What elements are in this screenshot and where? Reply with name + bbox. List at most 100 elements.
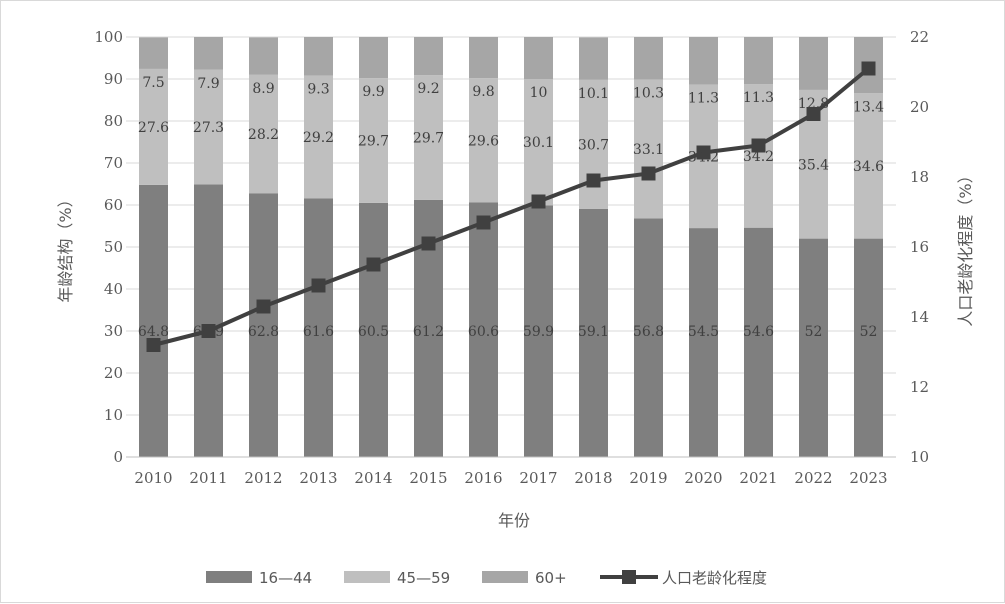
data-label: 52 [805, 324, 823, 340]
line-marker [476, 215, 491, 230]
legend-item: 60+ [482, 569, 567, 587]
x-tick-label: 2023 [849, 469, 887, 487]
bar-45-59 [414, 75, 443, 200]
bar-16-44 [524, 205, 553, 457]
legend-item: 人口老龄化程度 [600, 569, 767, 587]
y-tick-label: 60 [104, 196, 123, 214]
legend-swatch [344, 571, 390, 583]
y2-tick-label: 16 [910, 238, 929, 256]
data-label: 27.6 [138, 120, 169, 136]
data-label: 60.5 [358, 324, 389, 340]
bar-45-59 [854, 93, 883, 239]
data-label: 59.1 [578, 324, 609, 340]
bar-60 [414, 37, 443, 76]
line-marker [861, 61, 876, 76]
bar-16-44 [249, 193, 278, 458]
data-label: 30.1 [523, 135, 554, 151]
data-label: 30.7 [578, 137, 609, 153]
data-label: 29.7 [413, 131, 444, 147]
data-label: 54.6 [743, 324, 774, 340]
bar-60 [579, 37, 608, 80]
x-tick-label: 2014 [354, 469, 392, 487]
data-label: 62.8 [248, 324, 279, 340]
legend-label: 人口老龄化程度 [662, 569, 767, 587]
y-tick-label: 40 [104, 280, 123, 298]
data-label: 10 [530, 85, 548, 101]
bar-60 [689, 37, 718, 85]
data-label: 7.5 [142, 75, 164, 91]
line-marker [311, 278, 326, 293]
bar-60 [304, 37, 333, 76]
gridlines [126, 36, 896, 458]
x-tick-label: 2018 [574, 469, 612, 487]
bar-60 [634, 37, 663, 80]
data-labels: 64.8 27.6 7.5 64.9 27.3 7.9 62.8 28.2 8.9 61.6 29.… [138, 75, 884, 340]
data-label: 9.8 [472, 84, 494, 100]
bar-16-44 [139, 184, 168, 457]
data-label: 61.6 [303, 324, 334, 340]
bar-45-59 [634, 79, 663, 219]
x-tick-label: 2016 [464, 469, 502, 487]
bar-16-44 [744, 227, 773, 457]
line-marker [146, 338, 161, 352]
bar-60 [194, 37, 223, 70]
data-label: 13.4 [853, 99, 884, 115]
line-marker [751, 138, 766, 153]
data-label: 35.4 [798, 157, 829, 173]
bar-45-59 [744, 84, 773, 228]
line-marker [531, 194, 546, 209]
x-tick-label: 2012 [244, 469, 282, 487]
bar-60 [799, 37, 828, 90]
x-tick-label: 2022 [794, 469, 832, 487]
y2-tick-label: 10 [910, 448, 929, 466]
y-tick-label: 30 [104, 322, 123, 340]
bar-16-44 [469, 202, 498, 457]
y-tick-label: 10 [104, 406, 123, 424]
bar-45-59 [359, 78, 388, 203]
data-label: 7.9 [197, 76, 219, 92]
data-label: 54.5 [688, 324, 719, 340]
y2-tick-label: 14 [910, 308, 929, 326]
legend-label: 16—44 [259, 569, 312, 587]
legend-label: 60+ [535, 569, 567, 587]
y-tick-label: 20 [104, 364, 123, 382]
x-axis-title: 年份 [498, 511, 530, 530]
data-label: 34.2 [688, 149, 719, 165]
bar-45-59 [139, 68, 168, 185]
data-label: 11.3 [743, 90, 774, 106]
legend-item: 16—44 [206, 569, 312, 587]
data-label: 28.2 [248, 127, 279, 143]
bar-16-44 [579, 208, 608, 457]
bar-60 [744, 37, 773, 85]
data-label: 52 [860, 324, 878, 340]
legend-item: 45—59 [344, 569, 450, 587]
line-marker [201, 324, 216, 338]
data-label: 33.1 [633, 142, 664, 158]
data-label: 9.9 [362, 84, 384, 100]
y-tick-label: 80 [104, 112, 123, 130]
bar-60 [469, 37, 498, 79]
y-tick-label: 50 [104, 238, 123, 256]
bar-45-59 [469, 78, 498, 203]
bar-45-59 [524, 79, 553, 206]
bar-60 [249, 37, 278, 75]
data-label: 9.3 [307, 82, 329, 98]
legend-label: 45—59 [397, 569, 450, 587]
data-label: 61.2 [413, 324, 444, 340]
axes: 0102030405060708090100101214161820222010… [94, 28, 929, 487]
data-label: 27.3 [193, 120, 224, 136]
data-label: 29.7 [358, 134, 389, 150]
data-label: 34.6 [853, 159, 884, 175]
legend-swatch [206, 571, 252, 583]
line-marker [586, 173, 601, 188]
data-label: 10.1 [578, 86, 609, 102]
y2-tick-label: 12 [910, 378, 929, 396]
data-label: 59.9 [523, 324, 554, 340]
data-label: 8.9 [252, 81, 274, 97]
x-tick-label: 2020 [684, 469, 722, 487]
y2-tick-label: 18 [910, 168, 929, 186]
bar-45-59 [304, 75, 333, 199]
x-tick-label: 2017 [519, 469, 557, 487]
